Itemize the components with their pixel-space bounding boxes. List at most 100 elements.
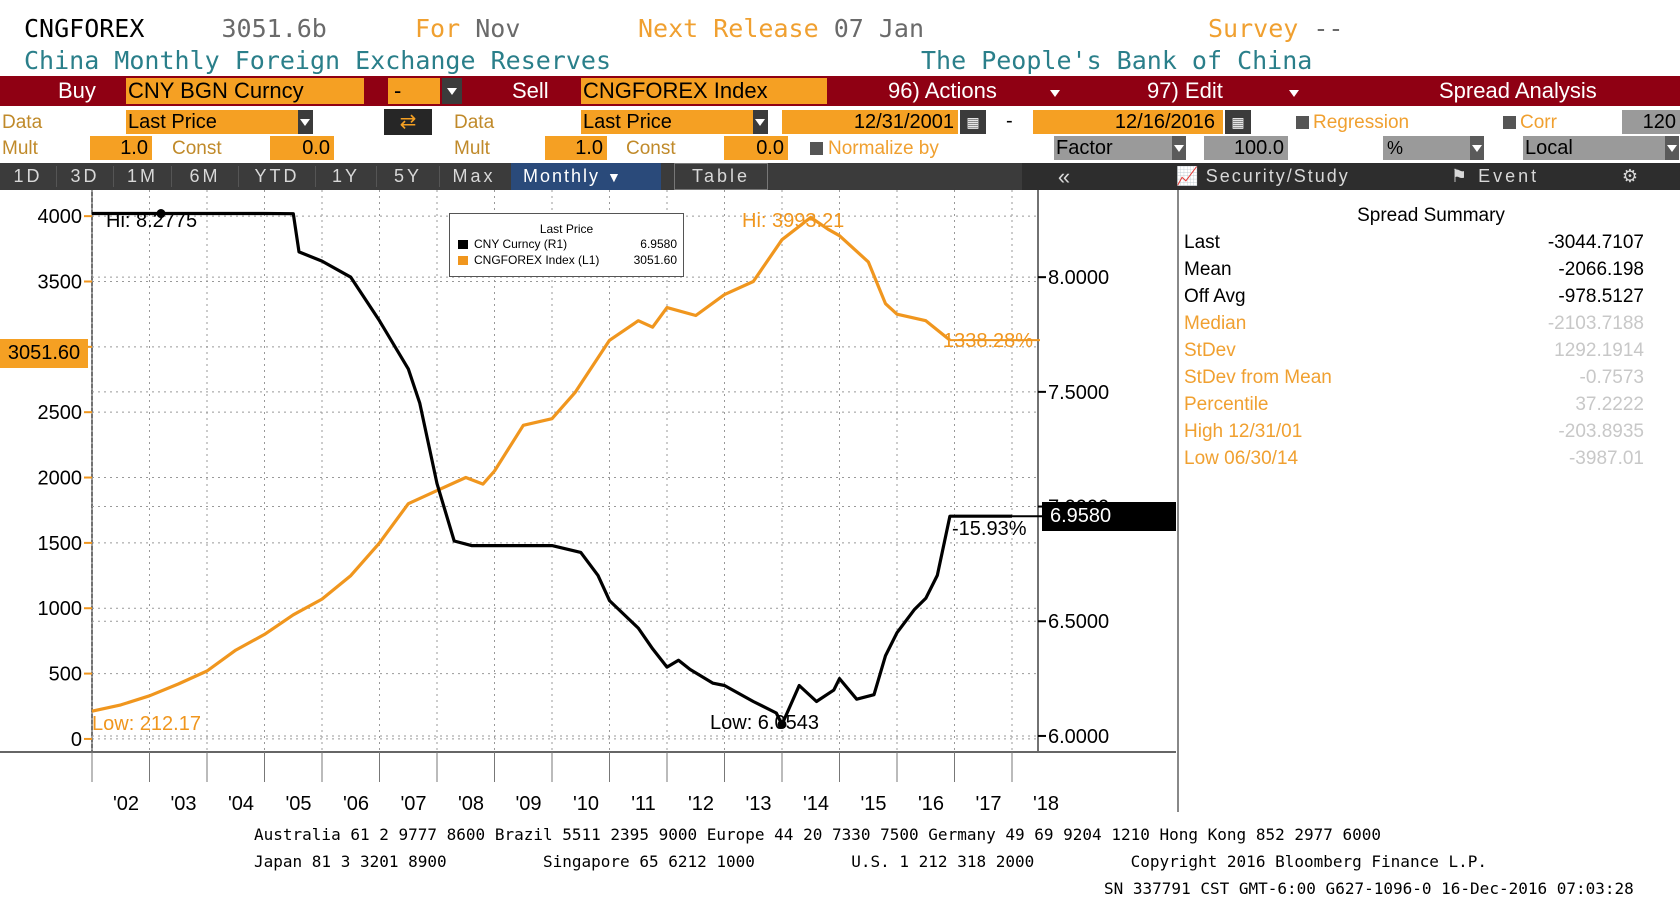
buy-dropdown-button[interactable] xyxy=(442,78,462,104)
chart-grid xyxy=(0,190,1176,753)
left-tick-label: 3500 xyxy=(38,271,83,293)
low-marker-dot xyxy=(777,719,787,729)
footer-session: SN 337791 CST GMT-6:00 G627-1096-0 16-De… xyxy=(1104,879,1634,898)
calc-select[interactable]: % xyxy=(1383,136,1483,160)
x-tick-label: '14 xyxy=(803,793,829,815)
summary-label: StDev xyxy=(1184,340,1236,361)
last-value-tag-black: 6.9580 xyxy=(1042,502,1176,531)
data-label: Data xyxy=(2,112,43,133)
chevron-down-icon xyxy=(447,88,457,95)
footer-copyright: Japan 81 3 3201 8900 Singapore 65 6212 1… xyxy=(254,852,1487,871)
period-select-label: Monthly xyxy=(523,166,601,186)
data-dropdown[interactable] xyxy=(298,110,313,134)
x-tick-label: '04 xyxy=(228,793,254,815)
const-field[interactable]: 0.0 xyxy=(270,136,334,160)
x-axis: '02 '03 '04 '05 '06 '07 '08 '09 '10 '11 '12 '13 '14 '… xyxy=(91,752,1059,815)
ticker: CNGFOREX xyxy=(24,14,145,43)
data2-field[interactable]: Last Price xyxy=(581,110,753,134)
right-tick-label: 7.5000 xyxy=(1048,382,1109,404)
toolbar: 1D 3D 1M 6M YTD 1Y 5Y Max Monthly ▼ Tabl… xyxy=(0,163,1680,190)
x-tick-label: '17 xyxy=(975,793,1001,815)
x-tick-label: '06 xyxy=(343,793,369,815)
low-orange-label: Low: 212.17 xyxy=(92,713,201,735)
current-value: 3051.6b xyxy=(221,14,327,43)
summary-value: 37.2222 xyxy=(1575,394,1644,415)
tab-5y[interactable]: 5Y xyxy=(393,166,423,186)
right-tick-label: 6.0000 xyxy=(1048,726,1109,748)
summary-label: Last xyxy=(1184,232,1220,253)
x-tick-label: '08 xyxy=(458,793,484,815)
start-date-field[interactable]: 12/31/2001 xyxy=(782,110,958,134)
chevron-down-icon: ▼ xyxy=(607,169,621,185)
mult-field[interactable]: 1.0 xyxy=(90,136,152,160)
corr-label: Corr xyxy=(1520,112,1557,133)
local-dropdown[interactable] xyxy=(1665,136,1679,160)
left-tick-label: 1500 xyxy=(38,533,83,555)
summary-label: Off Avg xyxy=(1184,286,1246,307)
tab-1m[interactable]: 1M xyxy=(126,166,158,186)
settings-icon[interactable]: ⚙ xyxy=(1621,166,1639,186)
chart-marks xyxy=(92,209,1042,729)
chevron-down-icon xyxy=(1289,90,1299,97)
legend-label: CNGFOREX Index (L1) xyxy=(474,253,600,267)
end-date-field[interactable]: 12/16/2016 xyxy=(1033,110,1223,134)
calendar-icon[interactable]: ▦ xyxy=(1225,110,1251,134)
summary-value: -3044.7107 xyxy=(1547,232,1644,253)
corr-window-field[interactable]: 120 xyxy=(1622,110,1680,134)
actions-menu[interactable]: 96) Actions xyxy=(888,78,997,103)
summary-label: Mean xyxy=(1184,259,1232,280)
x-tick-label: '12 xyxy=(688,793,714,815)
x-tick-label: '07 xyxy=(400,793,426,815)
regression-checkbox[interactable] xyxy=(1296,116,1309,129)
security-study-button[interactable]: 📈 Security/Study xyxy=(1154,163,1372,190)
normalize-label: Normalize by xyxy=(828,138,939,159)
data-field[interactable]: Last Price xyxy=(126,110,298,134)
chevron-down-icon xyxy=(1050,90,1060,97)
normalize-checkbox[interactable] xyxy=(810,142,823,155)
data2-label: Data xyxy=(454,112,495,133)
factor-dropdown[interactable] xyxy=(1172,136,1186,160)
buy-security-field[interactable]: CNY BGN Curncy xyxy=(126,78,364,104)
hi-marker-dot xyxy=(156,209,166,219)
sell-security-field[interactable]: CNGFOREX Index xyxy=(581,78,827,104)
period-select[interactable]: Monthly ▼ xyxy=(511,163,661,190)
const2-field[interactable]: 0.0 xyxy=(724,136,788,160)
edit-menu[interactable]: 97) Edit xyxy=(1147,78,1223,103)
calendar-icon[interactable]: ▦ xyxy=(960,110,986,134)
buy-pricing-field[interactable]: - xyxy=(388,78,440,104)
for-value: Nov xyxy=(475,14,521,43)
spread-analysis-title: Spread Analysis xyxy=(1439,78,1597,103)
chart-icon: 📈 xyxy=(1176,166,1199,186)
legend-title: Last Price xyxy=(539,222,594,236)
footer-contacts: Australia 61 2 9777 8600 Brazil 5511 239… xyxy=(254,825,1382,844)
tab-max[interactable]: Max xyxy=(452,166,496,186)
left-tick-label: 4000 xyxy=(38,206,83,228)
factor-select[interactable]: Factor xyxy=(1054,136,1172,160)
tab-6m[interactable]: 6M xyxy=(189,166,221,186)
description: China Monthly Foreign Exchange Reserves xyxy=(24,46,611,75)
corr-checkbox[interactable] xyxy=(1503,116,1516,129)
tab-1d[interactable]: 1D xyxy=(13,166,43,186)
hi-black-label: Hi: 8.2775 xyxy=(106,210,198,232)
next-release-label: Next Release xyxy=(638,14,819,43)
event-button[interactable]: ⚑ Event xyxy=(1440,163,1550,190)
x-tick-label: '10 xyxy=(573,793,599,815)
summary-value: -203.8935 xyxy=(1558,421,1644,442)
tab-3d[interactable]: 3D xyxy=(70,166,100,186)
factor-value-field[interactable]: 100.0 xyxy=(1204,136,1288,160)
low-black-label: Low: 6.0543 xyxy=(710,712,819,734)
mult2-field[interactable]: 1.0 xyxy=(545,136,607,160)
data2-dropdown[interactable] xyxy=(753,110,768,134)
local-select[interactable]: Local xyxy=(1523,136,1665,160)
table-button[interactable]: Table xyxy=(674,163,768,190)
summary-value: -978.5127 xyxy=(1558,286,1644,307)
tab-ytd[interactable]: YTD xyxy=(254,166,300,186)
right-tick-label: 6.5000 xyxy=(1048,611,1109,633)
tab-1y[interactable]: 1Y xyxy=(331,166,361,186)
x-tick-label: '05 xyxy=(285,793,311,815)
right-tick-label: 8.0000 xyxy=(1048,267,1109,289)
calc-dropdown[interactable] xyxy=(1470,136,1484,160)
swap-icon[interactable]: ⇄ xyxy=(384,109,432,135)
range-dash: - xyxy=(1006,110,1013,132)
collapse-icon[interactable]: « xyxy=(1057,164,1071,189)
